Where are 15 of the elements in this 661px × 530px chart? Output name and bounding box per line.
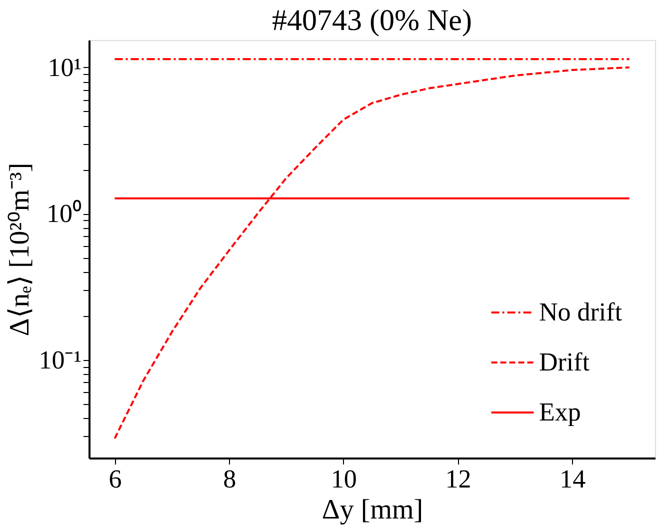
y-tick-label: 10⁻¹ <box>38 345 82 374</box>
x-tick-label: 10 <box>330 464 357 494</box>
legend-label: No drift <box>539 298 623 326</box>
y-tick-label: 10⁰ <box>46 199 82 228</box>
line-series <box>114 66 630 440</box>
x-tick-label: 6 <box>108 464 122 494</box>
x-tick-label: 14 <box>560 464 586 494</box>
x-tick-label: 8 <box>223 464 236 494</box>
x-tick-label: 12 <box>445 464 472 494</box>
x-axis-title: Δy [mm] <box>322 494 424 526</box>
y-axis-title: Δ⟨nₑ⟩ [10²⁰m⁻³] <box>4 162 36 336</box>
legend-label: Drift <box>539 348 590 376</box>
y-tick-label: 10¹ <box>48 52 82 82</box>
legend-label: Exp <box>539 398 581 426</box>
chart-title: #40743 (0% Ne) <box>272 4 472 37</box>
